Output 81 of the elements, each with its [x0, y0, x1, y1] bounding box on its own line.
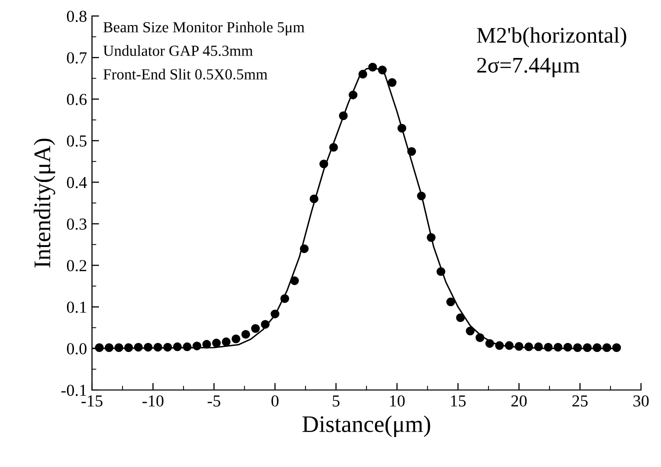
point	[466, 326, 475, 336]
point	[544, 342, 553, 352]
point	[251, 324, 260, 333]
x-tick-label: -5	[208, 396, 220, 407]
y-tick-label: 0.2	[66, 260, 86, 272]
point	[300, 244, 309, 254]
point	[124, 343, 133, 352]
point	[358, 70, 368, 79]
point	[348, 90, 358, 100]
annotation: Front-End Slit 0.5X0.5mm	[103, 68, 268, 80]
point	[524, 342, 534, 352]
point	[378, 66, 387, 74]
point	[388, 78, 396, 87]
y-axis-title: Intendity(μA)	[34, 138, 56, 268]
point	[582, 343, 592, 352]
point	[612, 343, 621, 352]
annotation: Beam Size Monitor Pinhole 5μm	[103, 22, 304, 36]
point	[514, 342, 524, 351]
point	[398, 124, 406, 133]
point	[104, 343, 114, 352]
point	[446, 298, 456, 306]
point	[163, 342, 172, 352]
point	[592, 343, 602, 352]
point	[232, 334, 240, 344]
y-tick-label: 0.6	[66, 94, 87, 106]
x-tick-label: -10	[142, 395, 164, 407]
x-tick-label: 0	[271, 395, 279, 407]
annotation: 2σ=7.44μm	[477, 58, 580, 78]
annotation: Undulator GAP 45.3mm	[103, 45, 253, 56]
x-tick-label: 10	[390, 395, 405, 407]
point	[485, 339, 494, 348]
point	[329, 142, 338, 152]
point	[319, 160, 328, 168]
point	[476, 333, 484, 342]
point	[173, 342, 182, 352]
point	[94, 343, 104, 352]
point	[154, 342, 162, 352]
point	[563, 342, 572, 352]
point	[407, 147, 416, 156]
point	[310, 194, 318, 204]
point	[504, 341, 514, 350]
y-tick-label: 0.7	[66, 52, 87, 64]
point	[241, 330, 250, 339]
x-tick-label: 5	[332, 396, 340, 407]
y-tick-label: 0.1	[66, 302, 86, 313]
point	[134, 342, 143, 352]
x-tick-label: 30	[633, 395, 649, 407]
point	[534, 342, 543, 352]
point	[495, 341, 504, 350]
point	[202, 340, 212, 349]
point	[182, 342, 192, 352]
x-tick-label: 15	[451, 395, 466, 407]
point	[222, 337, 231, 346]
point	[602, 343, 612, 352]
x-tick-label: -15	[82, 395, 102, 407]
x-tick-label: 25	[572, 395, 588, 407]
point	[338, 111, 348, 120]
y-tick-label: -0.1	[61, 384, 86, 396]
point	[554, 342, 562, 352]
point	[417, 192, 426, 200]
y-tick-label: 0.0	[66, 343, 87, 354]
point	[144, 342, 152, 352]
point	[573, 343, 582, 352]
point	[280, 294, 290, 303]
y-tick-label: 0.4	[66, 176, 87, 188]
point	[368, 62, 377, 72]
point	[212, 338, 221, 348]
point	[260, 320, 270, 329]
point	[114, 343, 124, 352]
point	[290, 276, 299, 286]
y-tick-label: 0.5	[66, 135, 86, 147]
point	[456, 313, 465, 322]
x-tick-label: 20	[511, 395, 527, 407]
y-tick-label: 0.3	[66, 218, 86, 230]
x-axis-title: Distance(μm)	[302, 416, 430, 437]
annotation: M2'b(horizontal)	[476, 27, 626, 48]
point	[426, 233, 436, 242]
point	[192, 342, 202, 350]
y-tick-label: 0.8	[66, 10, 87, 22]
point	[270, 310, 280, 318]
point	[436, 267, 446, 276]
